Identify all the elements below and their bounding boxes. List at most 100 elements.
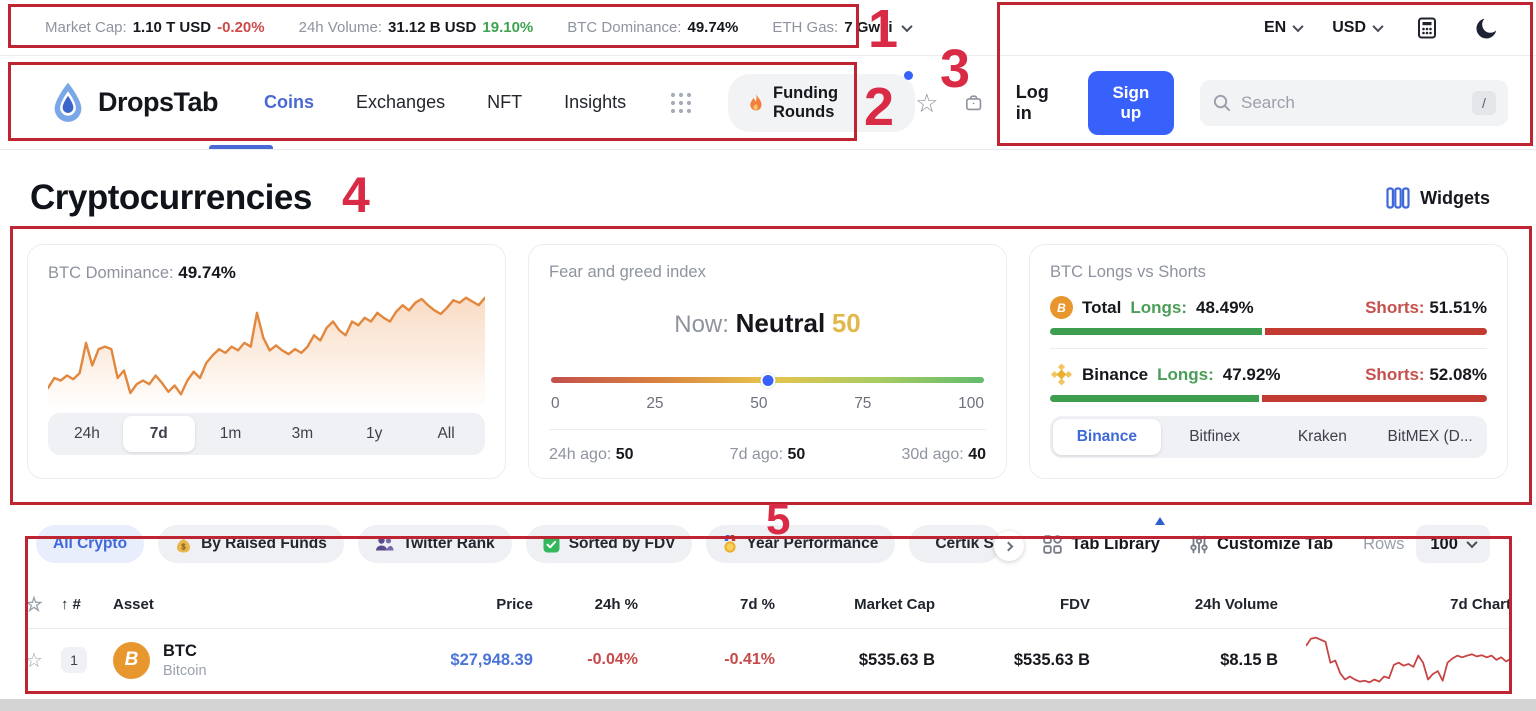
total-longs-shorts-row: B Total Longs: 48.49% Shorts: 51.51%: [1050, 296, 1487, 335]
row-name: Binance: [1082, 364, 1149, 384]
longs-value: 47.92%: [1222, 364, 1281, 384]
volume-cell: $8.15 B: [1220, 650, 1278, 669]
market-cap-cell: $535.63 B: [858, 650, 935, 669]
tab-by-raised-funds[interactable]: $ By Raised Funds: [158, 525, 344, 563]
mcap-column-header[interactable]: Market Cap: [854, 596, 935, 613]
binance-icon: [1050, 363, 1073, 386]
binance-longs-shorts-row: Binance Longs: 47.92% Shorts: 52.08%: [1050, 363, 1487, 402]
price-column-header[interactable]: Price: [496, 596, 533, 613]
exchange-bitmex[interactable]: BitMEX (D...: [1387, 428, 1473, 445]
now-status: Neutral: [735, 308, 826, 338]
tab-twitter-rank[interactable]: Twitter Rank: [357, 525, 512, 563]
favorite-star-icon[interactable]: ☆: [25, 649, 43, 672]
main-nav: DropsTab Coins Exchanges NFT Insights: [0, 56, 1536, 150]
search-icon: [1213, 94, 1231, 112]
tab-library-icon: [1043, 534, 1063, 554]
volume-stat[interactable]: 24h Volume: 31.12 B USD 19.10%: [299, 19, 534, 36]
funding-rounds-button[interactable]: Funding Rounds: [728, 70, 916, 132]
btc-dominance-stat[interactable]: BTC Dominance: 49.74%: [567, 19, 738, 36]
shorts-value: 52.08%: [1429, 364, 1487, 384]
fdv-cell: $535.63 B: [1013, 650, 1090, 669]
nav-item-nft[interactable]: NFT: [487, 92, 523, 112]
language-select[interactable]: EN: [1264, 19, 1304, 37]
longs-shorts-title: BTC Longs vs Shorts: [1050, 263, 1206, 281]
topbar-controls: EN USD: [1264, 13, 1502, 43]
tabs-scroll-next-button[interactable]: [994, 531, 1024, 561]
table-header-row: ☆ ↑ # Asset Price 24h % 7d % Market Cap …: [25, 581, 1511, 629]
24h-column-header[interactable]: 24h %: [594, 596, 638, 613]
login-button[interactable]: Log in: [1015, 81, 1049, 123]
fdv-column-header[interactable]: FDV: [1060, 596, 1090, 613]
history-value: 50: [787, 446, 806, 463]
notification-dot: [904, 70, 914, 80]
calculator-button[interactable]: [1412, 13, 1442, 43]
calculator-icon: [1418, 17, 1436, 38]
range-1m[interactable]: 1m: [219, 425, 242, 442]
bitcoin-icon: B: [1050, 296, 1073, 319]
sort-up-icon: ↑: [61, 596, 69, 613]
apps-grid-icon: [671, 92, 692, 113]
tab-year-performance[interactable]: Year Performance: [706, 525, 896, 563]
tab-sorted-by-fdv[interactable]: Sorted by FDV: [525, 525, 693, 563]
time-range-selector: 24h 7d 1m 3m 1y All: [48, 413, 485, 455]
rows-count-dropdown[interactable]: 100: [1416, 525, 1490, 563]
search-bar[interactable]: /: [1199, 79, 1508, 126]
fear-greed-history: 24h ago: 50 7d ago: 50 30d ago: 40: [549, 446, 986, 464]
7d-column-header[interactable]: 7d %: [739, 596, 775, 613]
table-row[interactable]: ☆ 1 B BTC Bitcoin $27,948.39 -0.04% -0.4…: [25, 629, 1511, 691]
currency-select[interactable]: USD: [1332, 19, 1384, 37]
signup-button[interactable]: Sign up: [1087, 70, 1174, 135]
longs-label: Longs:: [1157, 364, 1214, 384]
binance-ratio-bar: [1050, 395, 1487, 402]
tab-label: Twitter Rank: [402, 535, 495, 552]
bitcoin-icon: B: [113, 641, 150, 679]
shorts-bar-segment: [1264, 328, 1487, 335]
asset-cell[interactable]: B BTC Bitcoin: [113, 641, 403, 679]
overview-cards: BTC Dominance: 49.74% 24h 7d 1m 3m 1y: [0, 218, 1536, 479]
now-score: 50: [831, 308, 861, 338]
market-cap-stat[interactable]: Market Cap: 1.10 T USD -0.20%: [45, 19, 265, 36]
tab-certik[interactable]: Certik S: [909, 525, 1002, 563]
logo-wordmark: DropsTab: [98, 87, 219, 117]
asset-name: Bitcoin: [163, 662, 207, 679]
watchlist-star-icon[interactable]: ☆: [915, 87, 939, 118]
widgets-button[interactable]: Widgets: [1386, 187, 1490, 209]
dropstab-logo[interactable]: DropsTab: [48, 81, 219, 125]
medal-icon: [724, 534, 737, 553]
nav-item-insights[interactable]: Insights: [564, 92, 627, 112]
volume-column-header[interactable]: 24h Volume: [1194, 596, 1278, 613]
exchange-binance[interactable]: Binance: [1053, 419, 1161, 455]
rank-column-header[interactable]: ↑ #: [61, 596, 81, 613]
range-3m[interactable]: 3m: [291, 425, 314, 442]
star-column-header[interactable]: ☆: [25, 594, 43, 616]
eth-gas-stat[interactable]: ETH Gas: 7 Gwei: [772, 19, 913, 36]
btc-dominance-chart[interactable]: [48, 287, 485, 405]
money-bag-icon: $: [177, 536, 191, 553]
asset-symbol: BTC: [163, 641, 197, 660]
horizontal-scrollbar[interactable]: [0, 699, 1536, 711]
customize-tab-button[interactable]: Customize Tab: [1190, 535, 1333, 554]
now-label: Now:: [674, 311, 729, 338]
asset-column-header[interactable]: Asset: [113, 596, 154, 613]
nav-links: Coins Exchanges NFT Insights: [264, 92, 626, 113]
tab-library-button[interactable]: Tab Library: [1043, 535, 1160, 554]
portfolio-icon[interactable]: [964, 90, 983, 116]
scale-tick: 50: [750, 395, 768, 412]
table-tabs-row: All Crypto $ By Raised Funds Twitter Ran…: [0, 479, 1536, 563]
rows-label: Rows: [1363, 534, 1405, 553]
history-30d: 30d ago: 40: [901, 446, 986, 464]
tab-all-crypto[interactable]: All Crypto: [36, 525, 145, 563]
stat-label: Market Cap:: [45, 19, 127, 36]
range-1y[interactable]: 1y: [366, 425, 383, 442]
dark-mode-toggle[interactable]: [1472, 13, 1502, 43]
apps-grid-button[interactable]: [668, 90, 694, 116]
nav-item-coins[interactable]: Coins: [264, 92, 315, 112]
exchange-bitfinex[interactable]: Bitfinex: [1189, 428, 1241, 445]
search-input[interactable]: [1240, 92, 1462, 113]
range-7d[interactable]: 7d: [122, 416, 195, 452]
range-all[interactable]: All: [437, 425, 455, 442]
nav-item-exchanges[interactable]: Exchanges: [356, 92, 446, 112]
exchange-kraken[interactable]: Kraken: [1297, 428, 1347, 445]
longs-bar-segment: [1050, 328, 1262, 335]
range-24h[interactable]: 24h: [73, 425, 100, 442]
